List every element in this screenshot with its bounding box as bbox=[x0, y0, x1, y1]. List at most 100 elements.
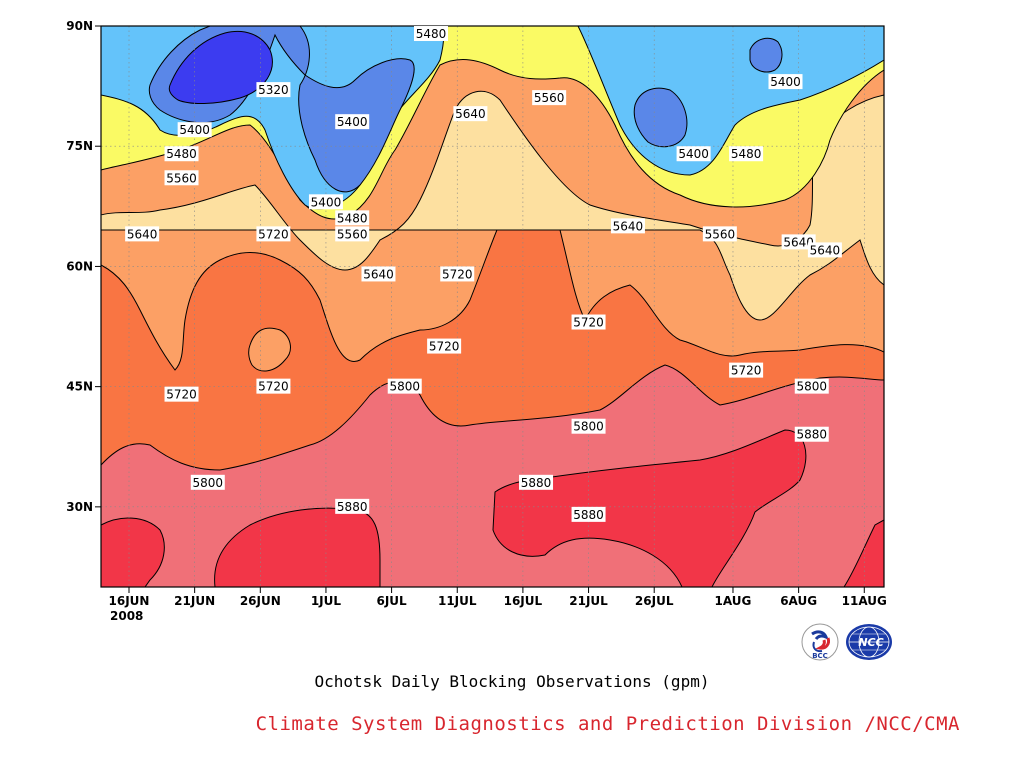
contour-label-bg bbox=[335, 498, 370, 514]
contour-label: 5880 bbox=[519, 474, 554, 490]
contour-label-bg bbox=[256, 378, 291, 394]
contour-label-bg bbox=[335, 226, 370, 242]
plot-area bbox=[101, 26, 884, 587]
contour-label-bg bbox=[256, 82, 291, 98]
x-tick-label: 26JUN bbox=[240, 594, 281, 608]
contour-label-text: 5720 bbox=[258, 227, 289, 241]
band-5880-plus-3 bbox=[492, 429, 807, 587]
x-tick-label: 1JUL bbox=[311, 594, 342, 608]
contour-label: 5400 bbox=[308, 194, 343, 210]
y-tick-label: 60N bbox=[66, 259, 93, 273]
band-5320-5400-ne bbox=[749, 37, 783, 73]
contour-label-text: 5640 bbox=[810, 243, 841, 257]
contour-label-bg bbox=[768, 74, 803, 90]
contour-label-bg bbox=[164, 146, 199, 162]
contour-label-text: 5880 bbox=[573, 508, 604, 522]
contour-label: 5720 bbox=[571, 314, 606, 330]
contour-label-text: 5720 bbox=[258, 380, 289, 394]
contour-label: 5720 bbox=[256, 378, 291, 394]
contour-label: 5480 bbox=[729, 146, 764, 162]
contour-label-text: 5800 bbox=[193, 476, 224, 490]
bcc-logo: BCC bbox=[800, 622, 840, 666]
y-tick-label: 30N bbox=[66, 500, 93, 514]
contour-label-text: 5400 bbox=[678, 147, 709, 161]
contour-label: 5640 bbox=[781, 234, 816, 250]
band-below-5320 bbox=[168, 30, 273, 104]
x-axis-year: 2008 bbox=[110, 609, 143, 623]
contour-label-bg bbox=[335, 210, 370, 226]
x-tick-label: 11JUL bbox=[438, 594, 477, 608]
contour-label: 5880 bbox=[794, 426, 829, 442]
contour-label: 5400 bbox=[676, 146, 711, 162]
plot-frame bbox=[100, 25, 885, 588]
contour-label: 5800 bbox=[794, 378, 829, 394]
contour-label: 5800 bbox=[571, 418, 606, 434]
contour-label-text: 5720 bbox=[166, 388, 197, 402]
contour-label-text: 5640 bbox=[127, 227, 158, 241]
contour-label-text: 5880 bbox=[796, 428, 827, 442]
band-5880-plus-1 bbox=[101, 517, 165, 587]
contour-label-text: 5560 bbox=[166, 171, 197, 185]
contour-label-bg bbox=[729, 146, 764, 162]
contour-label: 5640 bbox=[807, 242, 842, 258]
contour-label-bg bbox=[190, 474, 225, 490]
band-5560-5640-low bbox=[101, 215, 140, 225]
svg-text:BCC: BCC bbox=[812, 652, 828, 660]
contour-label-text: 5480 bbox=[166, 147, 197, 161]
contour-label: 5800 bbox=[190, 474, 225, 490]
contour-label: 5800 bbox=[387, 378, 422, 394]
contour-label-bg bbox=[335, 114, 370, 130]
contour-label-text: 5640 bbox=[613, 219, 644, 233]
contour-label-bg bbox=[571, 314, 606, 330]
contour-label-text: 5400 bbox=[770, 75, 801, 89]
contour-label-text: 5640 bbox=[455, 107, 486, 121]
contour-label: 5720 bbox=[440, 266, 475, 282]
contour-label-text: 5720 bbox=[429, 340, 460, 354]
y-tick-label: 90N bbox=[66, 19, 93, 33]
contour-label-bg bbox=[702, 226, 737, 242]
contour-label: 5320 bbox=[256, 82, 291, 98]
contour-label-bg bbox=[610, 218, 645, 234]
contour-label-text: 5720 bbox=[442, 267, 473, 281]
y-tick-label: 75N bbox=[66, 139, 93, 153]
contour-label-bg bbox=[571, 418, 606, 434]
contour-label: 5400 bbox=[335, 114, 370, 130]
contour-label-bg bbox=[427, 338, 462, 354]
contour-label-text: 5480 bbox=[731, 147, 762, 161]
ncc-logo: NCC bbox=[844, 622, 894, 666]
contour-label-bg bbox=[413, 26, 448, 42]
x-tick-label: 11AUG bbox=[842, 594, 887, 608]
contour-label: 5640 bbox=[361, 266, 396, 282]
contour-label-bg bbox=[532, 90, 567, 106]
contour-label-text: 5720 bbox=[731, 364, 762, 378]
contour-label: 5400 bbox=[768, 74, 803, 90]
contour-label: 5880 bbox=[571, 506, 606, 522]
x-tick-label: 6JUL bbox=[376, 594, 407, 608]
contour-label-bg bbox=[125, 226, 160, 242]
axis-ticks bbox=[95, 25, 865, 593]
contour-label-text: 5400 bbox=[337, 115, 368, 129]
x-tick-label: 21JUL bbox=[569, 594, 608, 608]
contour-label-bg bbox=[440, 266, 475, 282]
contour-label-text: 5560 bbox=[705, 227, 736, 241]
contour-label: 5880 bbox=[335, 498, 370, 514]
contour-label-text: 5640 bbox=[363, 267, 394, 281]
contour-label-text: 5560 bbox=[337, 227, 368, 241]
x-axis-labels: 16JUN 21JUN 26JUN 1JUL 6JUL 11JUL 16JUL 21JUL 26… bbox=[109, 594, 887, 608]
contour-label-bg bbox=[676, 146, 711, 162]
contour-label-text: 5880 bbox=[337, 500, 368, 514]
y-axis-labels: 30N 45N 60N 75N 90N bbox=[66, 19, 93, 514]
contour-label-text: 5320 bbox=[258, 83, 289, 97]
contour-labels: 5480 5320 5400 5400 5480 5560 5640 5400 5480 5560… bbox=[125, 26, 842, 522]
contour-label-text: 5640 bbox=[783, 235, 814, 249]
contour-label: 5720 bbox=[164, 386, 199, 402]
chart-title: Ochotsk Daily Blocking Observations (gpm… bbox=[314, 672, 710, 691]
contour-label-bg bbox=[794, 378, 829, 394]
band-5320-5400-east bbox=[633, 87, 688, 148]
contour-label-text: 5880 bbox=[521, 476, 552, 490]
contour-label-bg bbox=[519, 474, 554, 490]
contour-label: 5560 bbox=[335, 226, 370, 242]
contour-label-bg bbox=[781, 234, 816, 250]
contour-label-bg bbox=[256, 226, 291, 242]
contour-label: 5640 bbox=[610, 218, 645, 234]
